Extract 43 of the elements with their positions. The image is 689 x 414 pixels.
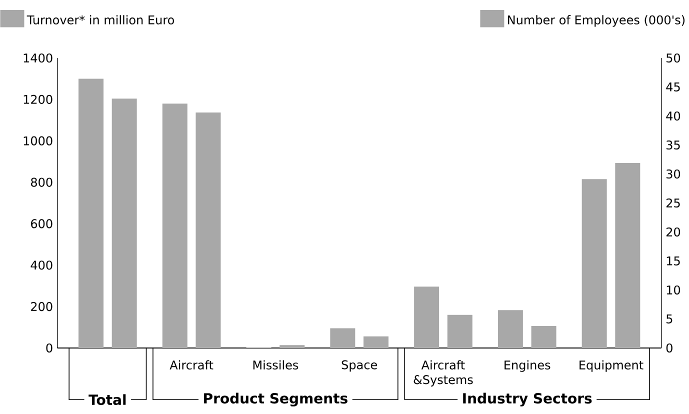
y2-tick-label: 5 (666, 314, 672, 324)
bar (447, 314, 472, 348)
y-tick-label: 0 (46, 343, 52, 353)
y2-tick-label: 40 (666, 111, 680, 121)
legend-label: Number of Employees (000's) (508, 15, 685, 27)
text: Product Segments (204, 392, 348, 406)
x-tick-label: Engines (504, 360, 550, 372)
bar (196, 112, 221, 348)
text: Industry Sectors (463, 392, 592, 406)
x-tick-label: Aircraft &Systems (414, 360, 473, 387)
bar (280, 345, 305, 348)
y-tick-label: 600 (31, 219, 52, 228)
x-tick-label: Equipment (580, 360, 644, 372)
bar (364, 336, 388, 348)
bar (78, 78, 104, 348)
y-tick-label: 200 (31, 302, 52, 312)
y2-tick-label: 25 (666, 198, 680, 208)
x-tick-label: Missiles (253, 360, 298, 370)
bar (498, 310, 523, 348)
text: Total (88, 394, 126, 406)
bar (615, 162, 640, 348)
x-tick-label: Space (342, 360, 377, 372)
y2-tick-label: 50 (666, 53, 680, 63)
y2-tick-label: 15 (666, 256, 680, 266)
y2-tick-label: 45 (666, 82, 680, 92)
y2-tick-label: 10 (666, 285, 680, 295)
y-tick-label: 400 (30, 260, 52, 270)
y-tick-label: 800 (30, 178, 52, 187)
bar (162, 104, 188, 348)
y2-tick-label: 35 (666, 140, 680, 150)
bar (582, 179, 607, 348)
x-tick-label: Aircraft (170, 360, 214, 370)
y2-tick-label: 20 (666, 227, 680, 237)
y-tick-label: 1400 (24, 53, 52, 63)
bar (531, 326, 556, 348)
bar (414, 286, 440, 348)
bar (330, 328, 356, 348)
y2-tick-label: 30 (666, 169, 680, 179)
y-tick-label: 1000 (24, 136, 52, 146)
bar (112, 98, 137, 348)
y2-tick-label: 0 (666, 343, 672, 353)
y-tick-label: 1200 (24, 94, 52, 104)
legend-label: Turnover* in million Euro (26, 15, 174, 24)
